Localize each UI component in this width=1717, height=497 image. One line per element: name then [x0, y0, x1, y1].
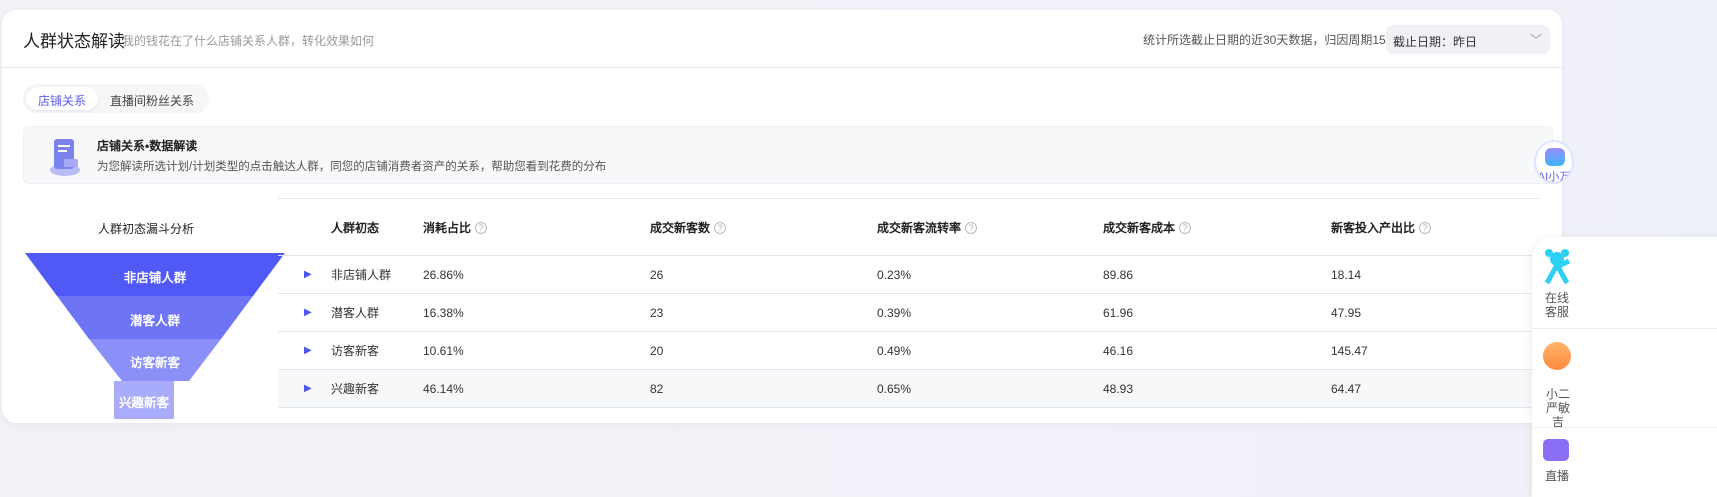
funnel-tier-3 — [89, 339, 221, 381]
funnel-label: 潜客人群 — [129, 314, 180, 328]
funnel-tier-2 — [57, 296, 253, 339]
table-row[interactable]: ▶ 潜客人群 16.38% 23 0.39% 61.96 47.95 — [278, 293, 1540, 332]
funnel-svg — [25, 253, 285, 419]
help-icon[interactable]: ? — [475, 222, 488, 235]
live-button[interactable]: 直播 — [1545, 469, 1570, 483]
tab-store-relation[interactable]: 店铺关系 — [26, 87, 99, 110]
date-select-value: 截止日期：昨日 — [1393, 35, 1478, 49]
table-row[interactable]: ▶ 兴趣新客 46.14% 82 0.65% 48.93 64.47 — [278, 369, 1540, 408]
page-subtitle: 我的钱花在了什么店铺关系人群，转化效果如何 — [122, 34, 375, 48]
table-cell: 0.65% — [877, 369, 1103, 408]
crowd-status-card: 人群状态解读 我的钱花在了什么店铺关系人群，转化效果如何 统计所选截止日期的近3… — [2, 10, 1562, 423]
expand-arrow-icon[interactable]: ▶ — [278, 369, 331, 408]
live-icon — [1543, 439, 1569, 461]
xiaoer-button[interactable]: 小二严敏吉 — [1545, 387, 1570, 429]
table-cell: 89.86 — [1103, 255, 1331, 294]
mascot-icon — [1544, 249, 1571, 285]
col-header: 新客投入产出比? — [1331, 198, 1540, 256]
ai-mascot-icon — [1545, 148, 1565, 166]
online-service-button[interactable]: 在线客服 — [1545, 291, 1570, 319]
funnel-label: 非店铺人群 — [123, 271, 187, 285]
table-cell: 0.23% — [877, 255, 1103, 294]
table-cell: 访客新客 — [331, 331, 423, 370]
crowd-table: 人群初态 消耗占比? 成交新客数? 成交新客流转率? 成交新客成本? 新客投入产… — [278, 198, 1540, 408]
vip-icon — [1543, 342, 1571, 370]
table-cell: 82 — [650, 369, 877, 408]
table-cell: 20 — [650, 331, 877, 370]
table-cell: 16.38% — [423, 293, 650, 332]
col-header: 成交新客数? — [650, 198, 877, 256]
tab-live-fan-relation[interactable]: 直播间粉丝关系 — [110, 94, 195, 108]
page-title: 人群状态解读 — [23, 32, 125, 51]
ai-assistant-button[interactable]: AI小万 — [1534, 140, 1574, 184]
table-row[interactable]: ▶ 非店铺人群 26.86% 26 0.23% 89.86 18.14 — [278, 255, 1540, 294]
chevron-down-icon: ﹀ — [1529, 33, 1542, 47]
table-cell: 46.14% — [423, 369, 650, 408]
data-interpretation-banner: 店铺关系•数据解读 为您解读所选计划/计划类型的点击触达人群，同您的店铺消费者资… — [23, 126, 1553, 184]
card-header: 人群状态解读 我的钱花在了什么店铺关系人群，转化效果如何 统计所选截止日期的近3… — [2, 10, 1562, 68]
col-header: 成交新客流转率? — [877, 198, 1103, 256]
table-cell: 26.86% — [423, 255, 650, 294]
funnel-label: 访客新客 — [129, 356, 180, 370]
table-cell: 非店铺人群 — [331, 255, 423, 294]
table-cell: 145.47 — [1331, 331, 1540, 370]
document-icon — [50, 139, 80, 176]
table-cell: 23 — [650, 293, 877, 332]
table-cell: 47.95 — [1331, 293, 1540, 332]
table-row[interactable]: ▶ 访客新客 10.61% 20 0.49% 46.16 145.47 — [278, 331, 1540, 370]
table-cell: 0.49% — [877, 331, 1103, 370]
table-cell: 64.47 — [1331, 369, 1540, 408]
table-cell: 0.39% — [877, 293, 1103, 332]
col-header: 人群初态 — [331, 198, 423, 256]
help-icon[interactable]: ? — [1179, 222, 1192, 235]
expand-arrow-icon[interactable]: ▶ — [278, 331, 331, 370]
help-icon[interactable]: ? — [965, 222, 978, 235]
table-cell: 18.14 — [1331, 255, 1540, 294]
relation-tabs: 店铺关系 直播间粉丝关系 — [23, 84, 210, 113]
funnel-label: 兴趣新客 — [118, 396, 169, 410]
funnel-tier-1 — [25, 253, 285, 296]
table-cell: 61.96 — [1103, 293, 1331, 332]
col-header: 成交新客成本? — [1103, 198, 1331, 256]
banner-title: 店铺关系•数据解读 — [97, 139, 198, 153]
expand-arrow-icon[interactable]: ▶ — [278, 293, 331, 332]
floating-service-panel: 在线客服 小二严敏吉 直播 — [1532, 237, 1717, 497]
expand-arrow-icon[interactable]: ▶ — [278, 255, 331, 294]
banner-description: 为您解读所选计划/计划类型的点击触达人群，同您的店铺消费者资产的关系，帮助您看到… — [97, 161, 607, 173]
table-cell: 兴趣新客 — [331, 369, 423, 408]
table-cell: 潜客人群 — [331, 293, 423, 332]
funnel-title: 人群初态漏斗分析 — [98, 222, 195, 236]
table-cell: 10.61% — [423, 331, 650, 370]
help-icon[interactable]: ? — [714, 222, 727, 235]
table-cell: 26 — [650, 255, 877, 294]
table-header-row: 人群初态 消耗占比? 成交新客数? 成交新客流转率? 成交新客成本? 新客投入产… — [278, 198, 1540, 256]
funnel-tier-4 — [114, 381, 174, 419]
date-select[interactable]: 截止日期：昨日 ﹀ — [1386, 25, 1550, 54]
help-icon[interactable]: ? — [1419, 222, 1432, 235]
table-cell: 46.16 — [1103, 331, 1331, 370]
table-cell: 48.93 — [1103, 369, 1331, 408]
stats-note: 统计所选截止日期的近30天数据，归因周期15天 — [1143, 33, 1398, 47]
col-header: 消耗占比? — [423, 198, 650, 256]
